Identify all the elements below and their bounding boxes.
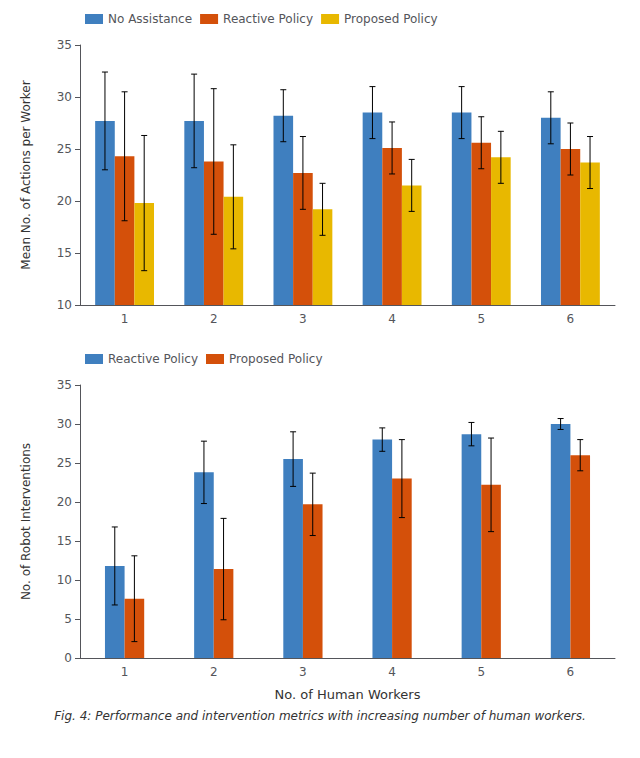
svg-text:15: 15 [57,246,72,260]
svg-text:5: 5 [477,312,485,326]
svg-text:No Assistance: No Assistance [108,12,192,26]
svg-text:Mean No. of Actions per Worker: Mean No. of Actions per Worker [19,80,33,269]
svg-text:Proposed Policy: Proposed Policy [229,352,323,366]
svg-text:Fig. 4: Performance and interv: Fig. 4: Performance and intervention met… [54,709,586,723]
svg-text:6: 6 [567,312,575,326]
svg-text:Reactive Policy: Reactive Policy [108,352,198,366]
svg-text:20: 20 [57,194,72,208]
svg-text:2: 2 [210,665,218,679]
svg-text:35: 35 [57,378,72,392]
svg-text:Reactive Policy: Reactive Policy [223,12,313,26]
svg-text:3: 3 [299,312,307,326]
svg-text:4: 4 [388,665,396,679]
svg-text:3: 3 [299,665,307,679]
svg-text:Proposed Policy: Proposed Policy [344,12,438,26]
svg-text:25: 25 [57,456,72,470]
svg-text:4: 4 [388,312,396,326]
svg-text:No. of Robot Interventions: No. of Robot Interventions [19,443,33,600]
svg-text:25: 25 [57,142,72,156]
svg-text:30: 30 [57,417,72,431]
svg-text:35: 35 [57,38,72,52]
svg-text:5: 5 [477,665,485,679]
svg-text:1: 1 [121,665,129,679]
svg-text:20: 20 [57,495,72,509]
svg-text:6: 6 [567,665,575,679]
svg-text:5: 5 [64,612,72,626]
svg-text:1: 1 [121,312,129,326]
svg-text:2: 2 [210,312,218,326]
svg-text:15: 15 [57,534,72,548]
svg-text:10: 10 [57,298,72,312]
svg-text:No. of Human Workers: No. of Human Workers [275,687,421,702]
svg-text:0: 0 [64,651,72,665]
svg-text:10: 10 [57,573,72,587]
svg-text:30: 30 [57,90,72,104]
